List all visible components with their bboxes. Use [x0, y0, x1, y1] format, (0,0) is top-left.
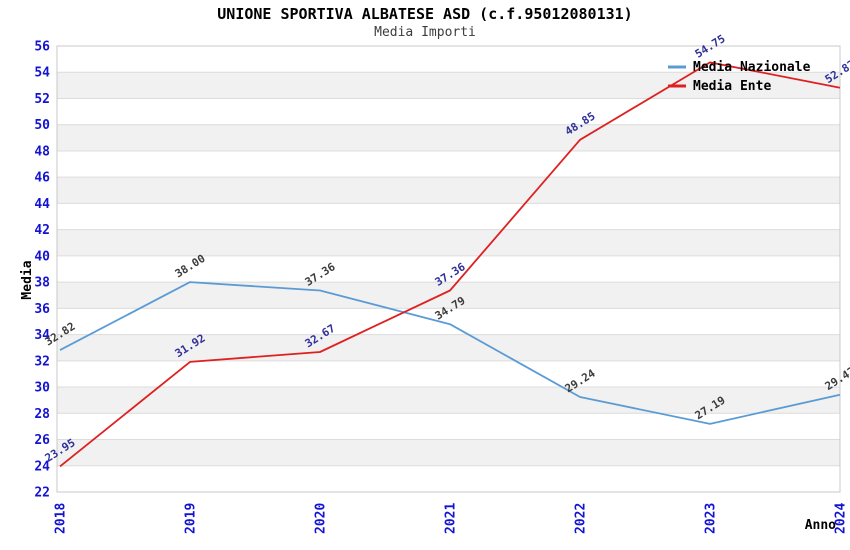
chart-title: UNIONE SPORTIVA ALBATESE ASD (c.f.950120…	[217, 5, 633, 23]
band-stripe	[57, 439, 840, 466]
x-tick-label: 2021	[444, 503, 459, 534]
x-tick-label: 2019	[184, 503, 199, 534]
y-tick-label: 40	[34, 249, 50, 264]
y-tick-label: 24	[34, 459, 50, 474]
y-tick-label: 32	[34, 354, 50, 369]
band-stripe	[57, 387, 840, 414]
band-stripe	[57, 282, 840, 309]
y-tick-label: 54	[34, 66, 50, 81]
y-axis-title: Media	[20, 260, 35, 299]
chart-subtitle: Media Importi	[374, 25, 476, 40]
y-tick-label: 22	[34, 486, 50, 501]
y-tick-label: 34	[34, 328, 50, 343]
y-tick-label: 38	[34, 276, 50, 291]
band-stripe	[57, 124, 840, 151]
point-label-media-ente: 52.82	[823, 57, 850, 86]
point-label-media-ente: 54.75	[693, 32, 728, 61]
y-tick-label: 42	[34, 223, 50, 238]
y-tick-label: 56	[34, 40, 50, 55]
legend-label: Media Ente	[693, 79, 771, 94]
legend: Media Nazionale Media Ente	[668, 60, 811, 94]
y-tick-label: 36	[34, 302, 50, 317]
x-tick-label: 2020	[314, 503, 329, 534]
x-tick-label: 2023	[704, 503, 719, 534]
x-tick-label: 2024	[834, 503, 849, 534]
legend-item-media-nazionale: Media Nazionale	[668, 60, 811, 75]
y-tick-label: 28	[34, 407, 50, 422]
band-stripe	[57, 72, 840, 99]
legend-item-media-ente: Media Ente	[668, 79, 771, 94]
y-tick-label: 48	[34, 144, 50, 159]
band-stripe	[57, 334, 840, 361]
y-tick-label: 52	[34, 92, 50, 107]
band-stripe	[57, 177, 840, 204]
y-tick-label: 50	[34, 118, 50, 133]
y-tick-label: 46	[34, 171, 50, 186]
y-tick-label: 30	[34, 381, 50, 396]
x-tick-label: 2018	[54, 503, 69, 534]
y-tick-label: 26	[34, 433, 50, 448]
series-line-media-nazionale	[59, 281, 841, 425]
plot-border	[56, 45, 841, 493]
band-stripe	[57, 229, 840, 256]
legend-label: Media Nazionale	[693, 60, 811, 75]
x-tick-label: 2022	[574, 503, 589, 534]
x-axis-title: Anno	[805, 518, 836, 533]
y-tick-label: 44	[34, 197, 50, 212]
series-line-media-ente	[59, 61, 841, 468]
point-label-media-nazionale: 29.42	[823, 364, 850, 393]
